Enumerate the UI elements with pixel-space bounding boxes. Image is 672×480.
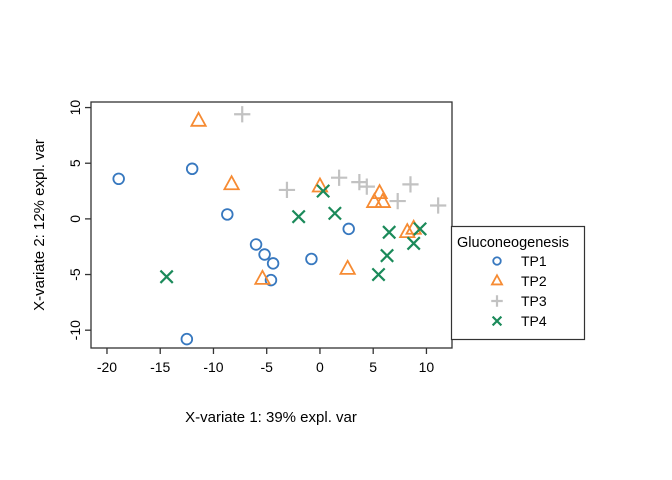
x-tick-label: -5	[260, 359, 273, 375]
data-point-tp4	[291, 209, 306, 224]
legend-symbol-tp4	[491, 315, 503, 327]
data-point-tp1	[221, 208, 234, 221]
legend-item-label-tp3: TP3	[521, 293, 547, 309]
data-point-tp4	[406, 236, 421, 251]
data-point-tp3	[358, 178, 375, 195]
legend-symbol-tp2	[490, 273, 504, 286]
data-point-tp1	[258, 248, 271, 261]
x-tick-label: 5	[369, 359, 377, 375]
y-tick-label: -5	[67, 268, 83, 281]
data-point-tp1	[342, 222, 355, 236]
legend-item-label-tp2: TP2	[521, 273, 547, 289]
data-point-tp4	[316, 184, 331, 199]
x-axis: -20 -15 -10 -5 0 5 10	[97, 348, 435, 375]
x-tick-label: -15	[150, 359, 170, 375]
legend-title: Gluconeogenesis	[457, 235, 569, 251]
data-point-tp1	[266, 257, 280, 270]
data-point-tp3	[389, 192, 406, 210]
legend-symbol-tp1	[492, 256, 502, 266]
data-point-tp3	[430, 197, 447, 214]
y-tick-label: 0	[67, 215, 83, 223]
x-tick-label: 0	[316, 359, 324, 375]
y-axis: -10 -5 0 5 10	[67, 100, 91, 340]
data-point-tp4	[413, 221, 428, 236]
data-point-tp1	[264, 273, 278, 287]
data-point-tp1	[112, 172, 125, 186]
data-point-tp2	[338, 258, 357, 275]
legend-item-label-tp1: TP1	[521, 253, 547, 269]
x-tick-label: 10	[419, 359, 435, 375]
data-point-tp2	[374, 192, 392, 208]
data-point-tp3	[402, 176, 419, 193]
data-point-tp2	[398, 222, 416, 239]
data-point-tp1	[180, 332, 194, 346]
data-point-tp1	[185, 162, 199, 176]
data-point-tp2	[365, 192, 383, 208]
y-tick-label: 5	[67, 159, 83, 167]
plot-frame	[90, 101, 453, 349]
data-point-tp2	[222, 174, 241, 191]
data-point-tp3	[234, 106, 251, 123]
x-axis-title: X-variate 1: 39% expl. var	[185, 409, 357, 426]
data-point-tp2	[189, 110, 208, 127]
data-point-tp4	[380, 248, 394, 263]
x-tick-label: -10	[203, 359, 223, 375]
legend-box	[450, 225, 586, 341]
plot-box	[90, 101, 453, 349]
data-point-tp1	[305, 252, 318, 266]
data-point-tp4	[382, 225, 397, 240]
y-tick-label: -10	[67, 320, 83, 340]
legend-item-label-tp4: TP4	[521, 313, 547, 329]
y-axis-title: X-variate 2: 12% expl. var	[31, 139, 48, 311]
series-layer	[112, 106, 447, 346]
data-point-tp2	[253, 268, 272, 285]
data-point-tp3	[351, 174, 368, 191]
data-point-tp3	[330, 169, 348, 186]
data-point-tp3	[278, 181, 296, 199]
data-point-tp4	[159, 269, 174, 284]
legend: Gluconeogenesis TP1 TP2 TP3 TP4	[450, 225, 586, 341]
legend-symbols	[490, 256, 504, 327]
x-tick-label: -20	[97, 359, 117, 375]
legend-symbol-tp3	[491, 295, 503, 307]
data-point-tp4	[371, 267, 386, 282]
data-point-tp2	[311, 176, 329, 193]
y-tick-label: 10	[67, 100, 83, 116]
data-point-tp1	[249, 238, 263, 251]
data-point-tp4	[327, 206, 342, 221]
